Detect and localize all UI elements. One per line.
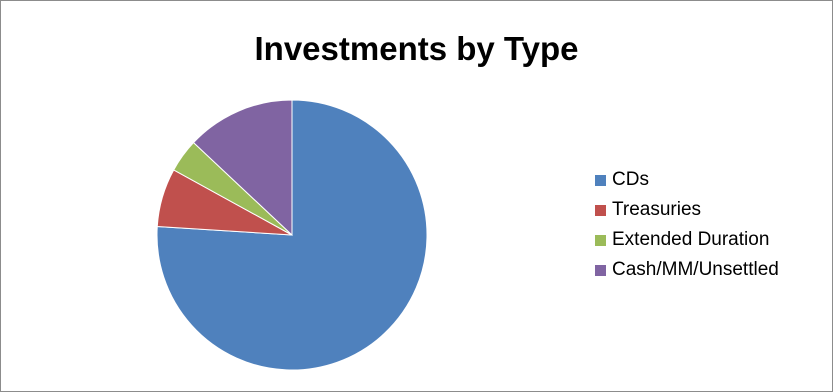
legend-item-cash-mm-unsettled: Cash/MM/Unsettled — [595, 255, 779, 285]
legend-swatch — [595, 234, 606, 246]
legend: CDs Treasuries Extended Duration Cash/MM/Un… — [595, 165, 779, 285]
legend-swatch — [595, 174, 606, 186]
legend-label: CDs — [612, 169, 649, 190]
chart-title: Investments by Type — [254, 30, 579, 67]
legend-item-treasuries: Treasuries — [595, 195, 779, 225]
legend-label: Extended Duration — [612, 229, 770, 250]
legend-swatch — [595, 204, 606, 216]
pie-slice-cash-mm-unsettled — [192, 99, 293, 237]
legend-label: Cash/MM/Unsettled — [612, 259, 779, 280]
pie-slices — [156, 99, 428, 371]
legend-label: Treasuries — [612, 199, 702, 220]
legend-item-extended-duration: Extended Duration — [595, 225, 779, 255]
legend-swatch — [595, 264, 606, 276]
legend-item-cds: CDs — [595, 165, 779, 195]
